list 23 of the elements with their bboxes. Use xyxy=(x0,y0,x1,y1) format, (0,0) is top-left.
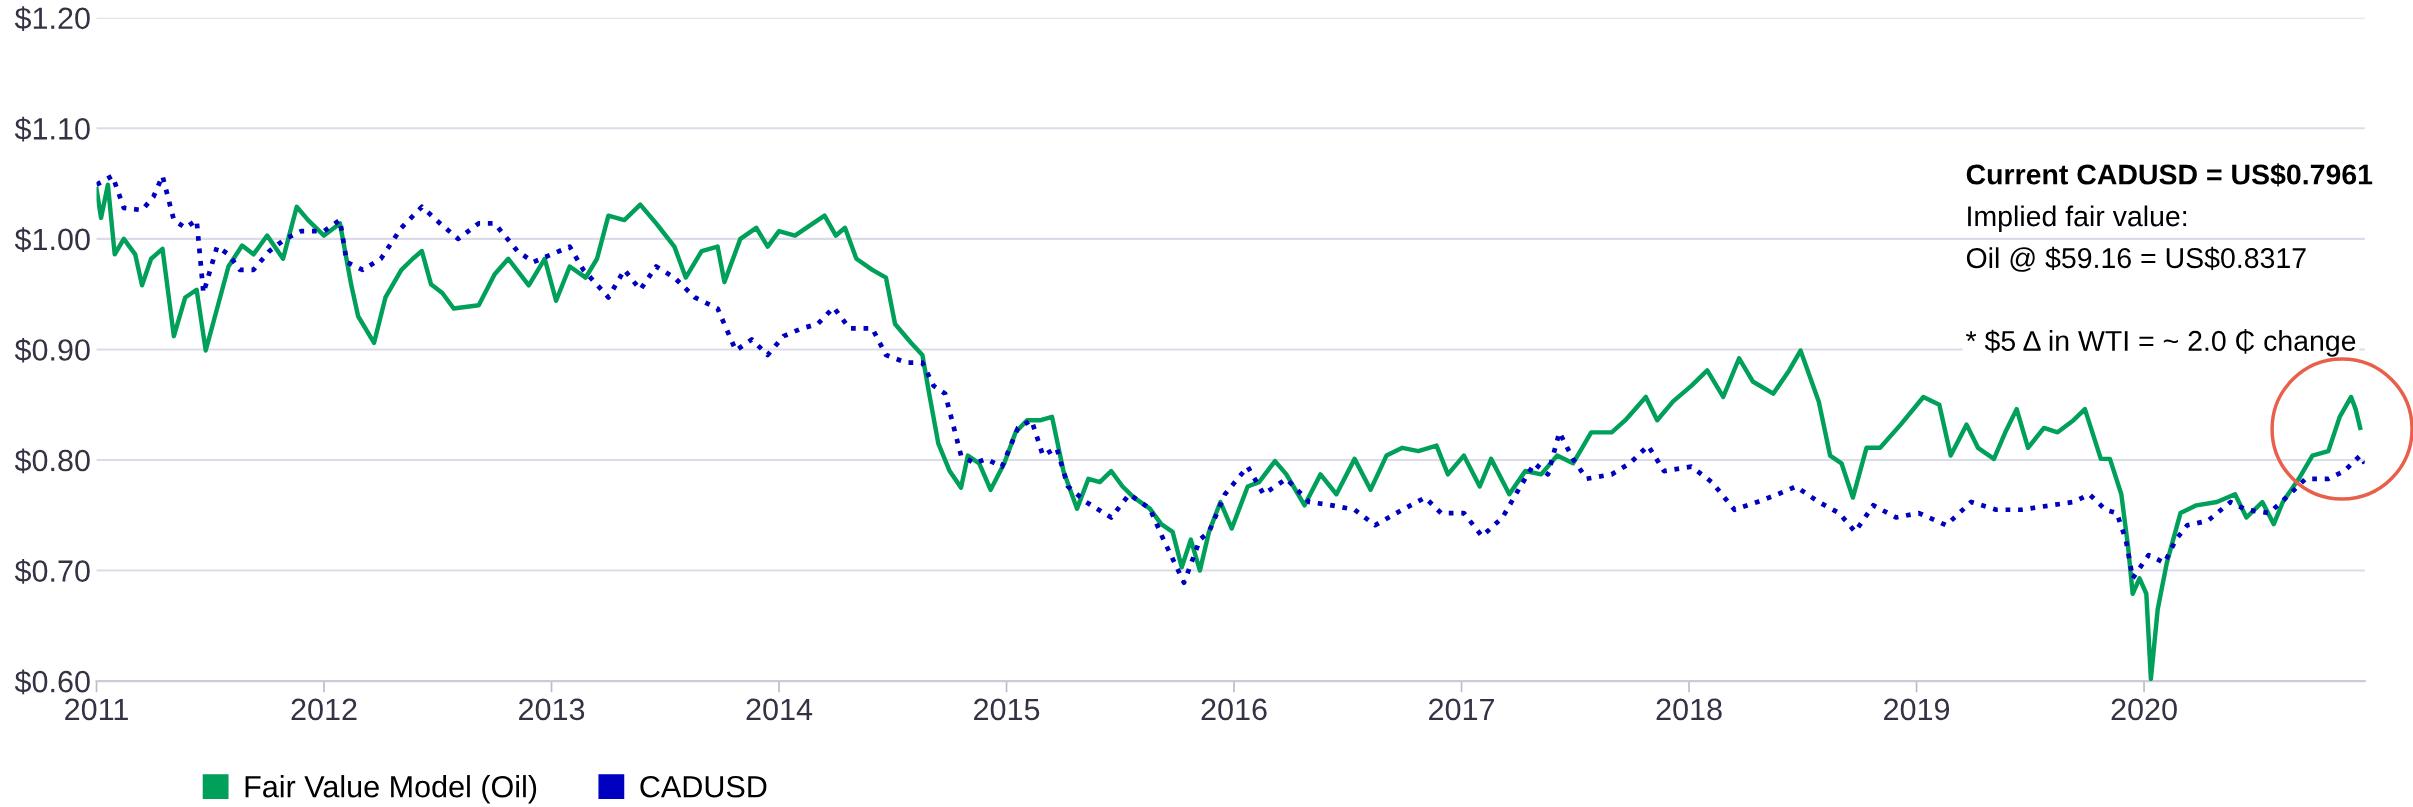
annotation: Oil @ $59.16 = US$0.8317 xyxy=(1966,246,2306,272)
y-tick-label: $0.60 xyxy=(14,669,90,695)
x-tick-label: 2014 xyxy=(746,698,813,721)
annotation: Implied fair value: xyxy=(1968,205,2187,233)
y-tick-label: $1.00 xyxy=(14,227,90,253)
annotation: * $5 Δ in WTI = ~ 2.0 ₵ change xyxy=(1965,328,2356,357)
x-tick-label: 2013 xyxy=(519,698,585,721)
x-tick-label: 2011 xyxy=(65,698,128,721)
x-tick-label: 2016 xyxy=(1201,698,1267,721)
x-tick-label: 2019 xyxy=(1884,698,1950,721)
y-tick-label: $0.90 xyxy=(14,337,90,363)
y-tick-label: $1.10 xyxy=(14,116,90,142)
y-tick-label: $0.80 xyxy=(14,448,90,474)
y-tick-label: $1.20 xyxy=(14,6,90,31)
x-tick-label: 2018 xyxy=(1656,698,1722,721)
legend-label: Fair Value Model (Oil) xyxy=(245,775,537,804)
annotation: Current CADUSD = US$0.7961 xyxy=(1966,163,2373,187)
x-tick-label: 2015 xyxy=(974,698,1040,721)
x-tick-label: 2017 xyxy=(1429,698,1494,721)
y-tick-label: $0.70 xyxy=(14,559,90,584)
legend-label: CADUSD xyxy=(640,775,767,798)
x-tick-label: 2012 xyxy=(291,698,357,721)
x-tick-label: 2020 xyxy=(2111,698,2177,721)
